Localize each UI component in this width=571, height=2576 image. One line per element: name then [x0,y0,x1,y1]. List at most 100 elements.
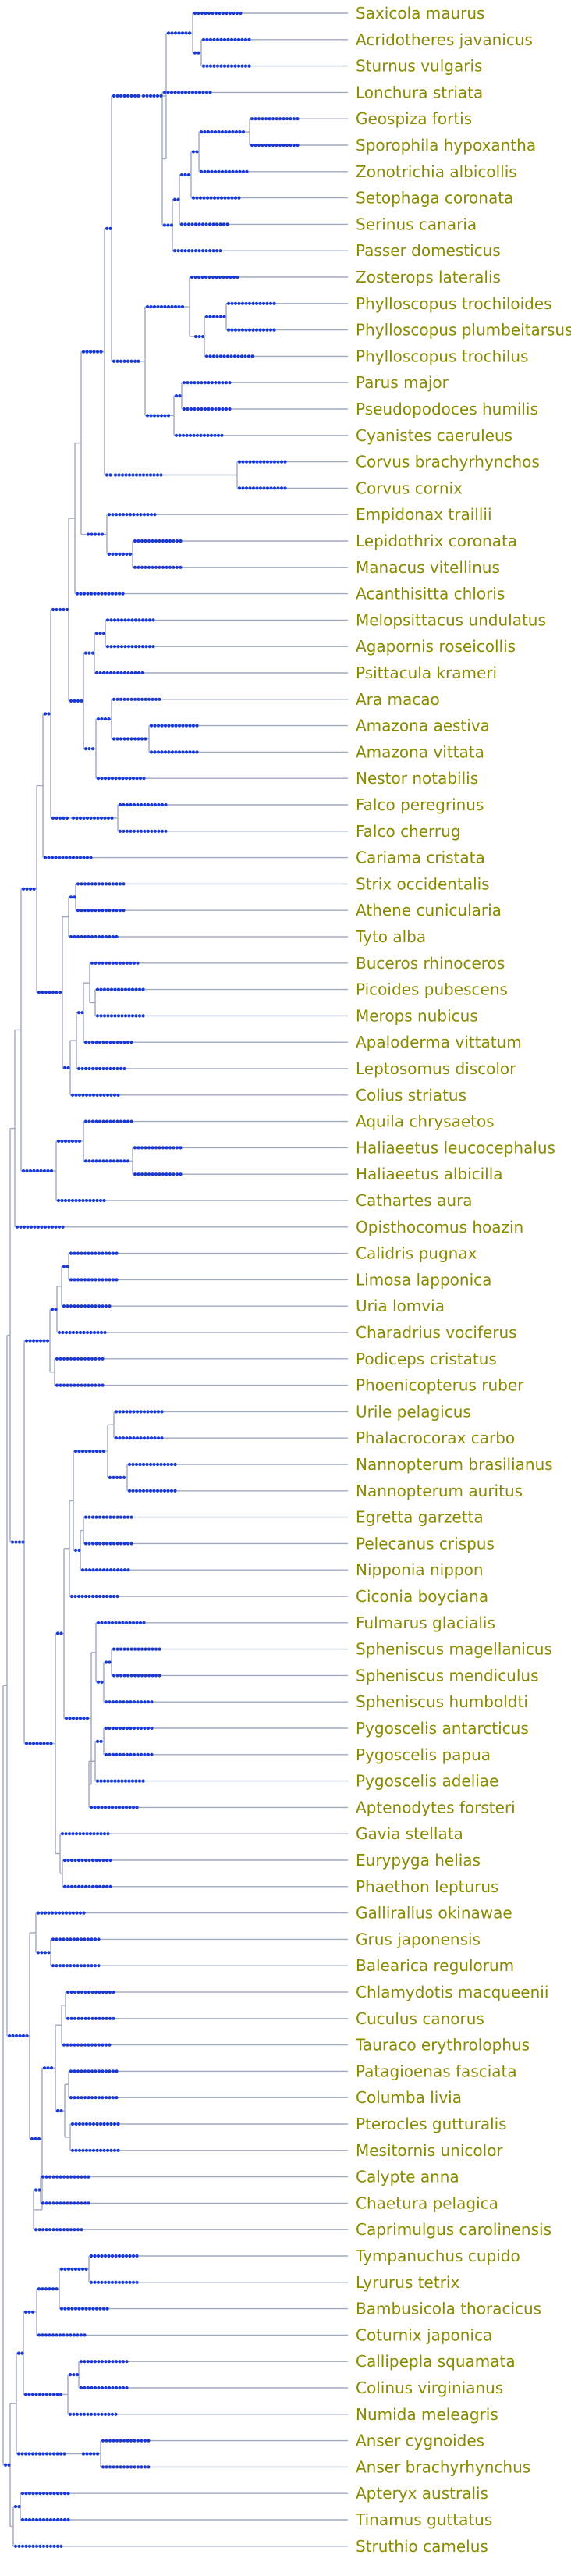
node-marker-run [83,1542,133,1546]
node-marker [15,1225,20,1229]
node-marker [137,618,141,622]
node-marker [151,618,155,622]
node-marker [76,2096,80,2100]
node-marker [112,2148,117,2152]
node-marker [97,1251,101,1255]
node-marker [94,1884,98,1888]
node-marker [115,1251,119,1255]
node-marker [199,433,203,437]
node-marker [112,2465,115,2469]
node-marker [68,2373,73,2377]
node-marker [181,750,185,754]
node-marker [46,1169,50,1173]
node-marker [100,2360,105,2364]
node-marker [156,750,161,754]
node-marker [73,2096,76,2100]
node-marker [146,1436,150,1440]
node-marker [133,1674,137,1678]
node-marker [76,2333,80,2337]
node-marker [219,196,224,200]
taxon-label: Egretta garzetta [356,1508,484,1527]
node-marker-run [226,301,276,305]
node-marker-run [145,304,185,309]
node-marker [102,2148,106,2152]
node-marker [131,2280,136,2284]
node-marker-run [10,1540,25,1544]
node-marker [129,1700,133,1704]
node-marker [99,1779,103,1783]
node-marker-run [149,750,199,754]
node-marker [121,1621,125,1624]
node-marker [237,301,241,305]
taxon-label: Colinus virginianus [356,2379,503,2397]
node-marker [42,1339,46,1343]
node-marker [41,991,44,994]
node-marker [218,275,222,279]
node-marker [62,2201,66,2205]
node-marker-run [174,394,182,398]
node-marker [107,2360,112,2364]
node-marker [55,2228,59,2232]
node-marker [119,359,123,363]
node-marker [200,334,205,339]
node-marker [71,1911,76,1915]
node-marker-run [20,2517,70,2522]
node-marker [73,2201,76,2205]
node-marker [157,802,161,807]
node-marker [137,671,141,675]
node-marker [23,2310,28,2314]
taxon-label: Parus major [356,373,449,392]
node-marker [79,2333,83,2337]
node-marker [69,1357,73,1361]
taxon-label: Geospiza fortis [356,109,472,128]
node-marker [37,2393,42,2396]
taxon-label: Pygoscelis antarcticus [356,1719,529,1738]
node-marker [69,1251,73,1255]
node-marker [80,1251,83,1255]
node-marker [108,1726,112,1731]
node-marker [258,328,262,332]
node-marker [16,2452,21,2456]
node-marker [107,1621,111,1624]
node-marker [186,222,191,226]
taxon-label: Uria lomvia [356,1297,445,1315]
node-marker [93,1964,98,1968]
node-marker [114,777,118,781]
node-marker [47,712,51,716]
node-marker [74,1093,78,1097]
node-marker [66,2043,69,2047]
node-marker [75,2412,80,2416]
node-marker [28,1742,32,1745]
node-marker [111,909,115,913]
node-marker [190,249,194,253]
node-marker [159,1489,163,1493]
taxon-label: Charadrius vociferus [356,1323,517,1342]
node-marker [136,1700,140,1704]
node-marker [47,1951,51,1955]
node-marker-run [69,699,83,703]
node-marker [63,1139,68,1144]
node-marker [123,1014,128,1018]
node-marker [122,671,127,675]
node-marker-run [20,2492,70,2496]
node-marker-run [133,565,183,569]
node-marker [210,381,215,385]
node-marker [223,196,227,200]
node-marker [59,2175,62,2179]
node-marker [97,909,101,913]
node-marker-run [141,94,163,98]
node-marker [80,1990,84,1994]
node-marker [69,2228,73,2232]
node-marker [150,802,154,807]
node-marker-run [34,2188,41,2192]
node-marker [96,592,101,596]
node-marker [66,2307,71,2311]
node-marker [90,1119,95,1123]
node-marker [88,2122,92,2126]
node-marker [76,1937,80,1941]
node-marker [156,1410,161,1414]
taxon-label: Pygoscelis papua [356,1745,491,1764]
node-marker [82,592,87,596]
node-marker [80,2267,85,2271]
